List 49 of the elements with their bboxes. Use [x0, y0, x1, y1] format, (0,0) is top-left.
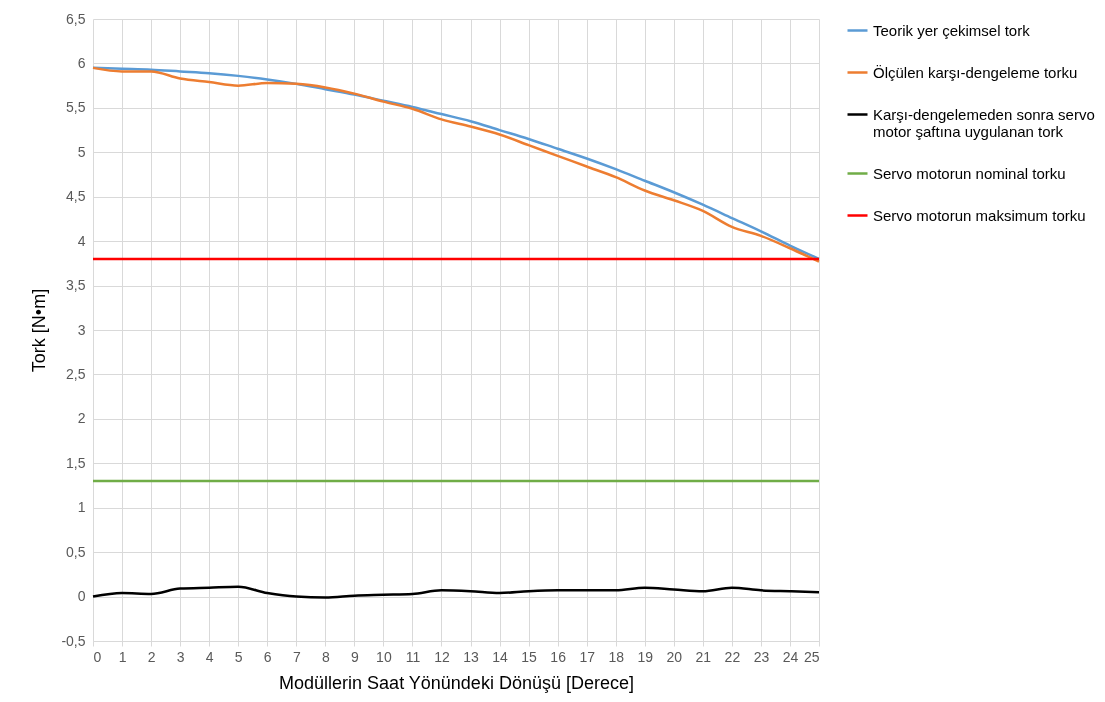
x-tick-label: 18	[608, 648, 625, 665]
x-tick-label: 21	[695, 648, 712, 665]
x-tick-label: 1	[118, 648, 127, 665]
legend-label: Karşı-dengelemeden sonra servo motor şaftına uygulanan tork	[873, 105, 1095, 140]
x-tick-label: 7	[292, 648, 301, 665]
y-tick-label: -0,5	[61, 632, 86, 649]
x-tick-label: 12	[434, 648, 450, 665]
y-tick-label: 6,5	[66, 10, 86, 27]
x-tick-label: 13	[463, 648, 480, 665]
y-tick-label: 3	[77, 321, 86, 338]
x-tick-label: 24	[782, 648, 799, 665]
x-tick-label: 11	[405, 648, 421, 665]
x-tick-label: 10	[376, 648, 392, 665]
legend-label: Servo motorun maksimum torku	[873, 206, 1086, 224]
x-tick-label: 4	[205, 648, 214, 665]
x-tick-label: 5	[234, 648, 243, 665]
x-tick-label: 0	[93, 648, 102, 665]
x-tick-label: 19	[637, 648, 654, 665]
x-tick-label: 20	[666, 648, 683, 665]
x-tick-label: 6	[263, 648, 272, 665]
y-tick-label: 0,5	[66, 543, 86, 560]
y-tick-label: 5,5	[66, 99, 86, 116]
y-tick-label: 1	[77, 499, 86, 516]
x-tick-label: 15	[521, 648, 538, 665]
x-tick-label: 3	[176, 648, 185, 665]
x-tick-label: 23	[753, 648, 770, 665]
legend-label: Servo motorun nominal torku	[873, 164, 1066, 182]
y-tick-label: 2,5	[66, 365, 86, 382]
x-tick-label: 2	[147, 648, 156, 665]
x-tick-label: 22	[724, 648, 741, 665]
y-tick-label: 4,5	[66, 188, 86, 205]
x-tick-label: 9	[350, 648, 359, 665]
x-tick-label: 25	[803, 648, 820, 665]
y-tick-label: 5	[77, 143, 86, 160]
x-tick-label: 8	[321, 648, 330, 665]
legend-label: Ölçülen karşı-dengeleme torku	[873, 63, 1078, 81]
y-tick-label: 4	[77, 232, 86, 249]
y-tick-label: 0	[77, 588, 86, 605]
y-tick-label: 1,5	[66, 454, 86, 471]
x-tick-label: 14	[492, 648, 509, 665]
y-tick-label: 6	[77, 54, 86, 71]
y-tick-label: 2	[77, 410, 86, 427]
y-tick-label: 3,5	[66, 277, 86, 294]
x-axis-title: Modüllerin Saat Yönündeki Dönüşü [Derece]	[279, 672, 634, 693]
x-tick-label: 16	[550, 648, 567, 665]
legend-label: Teorik yer çekimsel tork	[873, 21, 1031, 39]
x-tick-label: 17	[579, 648, 596, 665]
y-axis-title: Tork [N•m]	[29, 288, 50, 373]
line-series	[91, 585, 821, 599]
